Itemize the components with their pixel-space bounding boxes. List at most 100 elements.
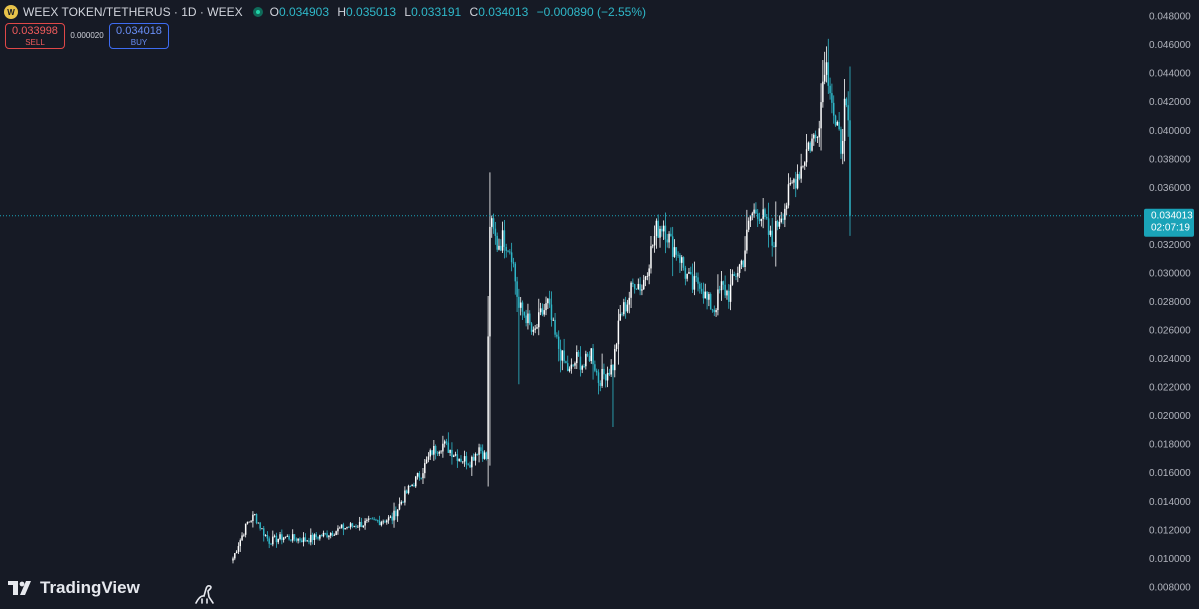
- candle: [615, 342, 618, 352]
- candle: [847, 91, 849, 137]
- candle: [686, 273, 688, 282]
- price-tick-label: 0.048000: [1149, 12, 1191, 23]
- candle: [657, 214, 659, 239]
- price-tick-label: 0.042000: [1149, 97, 1191, 108]
- candle: [414, 475, 417, 488]
- price-tick-label: 0.026000: [1149, 326, 1191, 337]
- candle: [456, 449, 459, 468]
- buy-button[interactable]: 0.034018 BUY: [109, 23, 169, 49]
- candle: [816, 136, 819, 144]
- candle: [340, 524, 343, 529]
- candle: [436, 451, 439, 457]
- candle: [556, 332, 558, 339]
- candle: [404, 486, 406, 506]
- price-axis[interactable]: 0.048000 0.046000 0.044000 0.042000 0.040000…: [1149, 12, 1191, 594]
- candle: [380, 520, 383, 527]
- candle: [717, 274, 719, 316]
- candle: [290, 539, 292, 542]
- candle: [624, 296, 627, 319]
- buy-price: 0.034018: [116, 25, 162, 37]
- candle: [310, 528, 312, 546]
- candle: [581, 364, 583, 374]
- candle: [389, 515, 392, 519]
- candle: [827, 38, 830, 94]
- candle: [814, 130, 817, 142]
- candle: [668, 231, 670, 249]
- candle: [776, 219, 779, 231]
- dinosaur-icon[interactable]: [194, 583, 216, 605]
- symbol-title[interactable]: WEEX TOKEN/TETHERUS · 1D · WEEX: [23, 5, 243, 19]
- candle: [366, 518, 368, 523]
- candle: [471, 455, 473, 476]
- candle: [481, 444, 484, 462]
- market-status-icon[interactable]: [252, 7, 263, 17]
- candle: [583, 363, 585, 369]
- candle: [243, 533, 245, 537]
- candle: [355, 524, 357, 529]
- candle: [536, 324, 538, 330]
- candle: [348, 526, 350, 528]
- candle: [268, 536, 270, 549]
- candle: [460, 455, 462, 463]
- candle: [755, 202, 757, 215]
- tradingview-logo[interactable]: TradingView: [8, 578, 140, 598]
- candle: [619, 305, 621, 321]
- candle: [715, 308, 717, 317]
- candle: [306, 539, 308, 542]
- candle: [798, 171, 801, 181]
- candle: [527, 303, 529, 330]
- candle: [476, 453, 479, 456]
- price-tick-label: 0.040000: [1149, 126, 1191, 137]
- price-tick-label: 0.018000: [1149, 440, 1191, 451]
- candle: [252, 511, 254, 528]
- candle: [813, 133, 815, 146]
- candle: [566, 355, 569, 372]
- candle: [822, 59, 824, 108]
- candle: [586, 351, 589, 358]
- candle: [547, 297, 549, 310]
- candle: [840, 126, 842, 159]
- candle: [648, 264, 650, 285]
- candle: [545, 296, 547, 316]
- candle: [711, 308, 714, 313]
- candle: [691, 263, 694, 294]
- candle: [279, 532, 281, 541]
- candle: [429, 448, 431, 461]
- candle: [505, 243, 507, 258]
- candle: [718, 285, 721, 294]
- candle: [561, 350, 564, 371]
- candle: [778, 215, 781, 230]
- candle: [331, 530, 334, 537]
- candle: [641, 284, 643, 296]
- candle: [382, 519, 384, 525]
- candle: [411, 483, 413, 487]
- sell-button[interactable]: 0.033998 SELL: [5, 23, 65, 49]
- candle: [756, 208, 759, 228]
- candle: [557, 330, 560, 362]
- candle: [301, 538, 303, 543]
- candle: [257, 522, 260, 524]
- candle: [749, 215, 752, 228]
- candle: [244, 523, 247, 538]
- candle: [568, 366, 571, 373]
- candle: [398, 497, 401, 511]
- candle: [612, 364, 614, 428]
- candle: [333, 533, 336, 536]
- change-value: −0.000890 (−2.55%): [536, 5, 647, 19]
- candle: [440, 449, 442, 454]
- candle: [559, 339, 562, 373]
- candle: [697, 272, 699, 292]
- symbol-header: W WEEX TOKEN/TETHERUS · 1D · WEEX O0.034…: [4, 3, 651, 21]
- candle: [785, 202, 788, 216]
- candle: [519, 296, 522, 316]
- candle: [802, 165, 804, 169]
- candle: [642, 274, 645, 291]
- candle: [295, 537, 298, 543]
- candle: [467, 462, 469, 466]
- candle: [671, 226, 674, 277]
- candle: [572, 364, 574, 367]
- candle: [465, 451, 468, 470]
- candle: [427, 452, 430, 463]
- candle: [576, 345, 578, 370]
